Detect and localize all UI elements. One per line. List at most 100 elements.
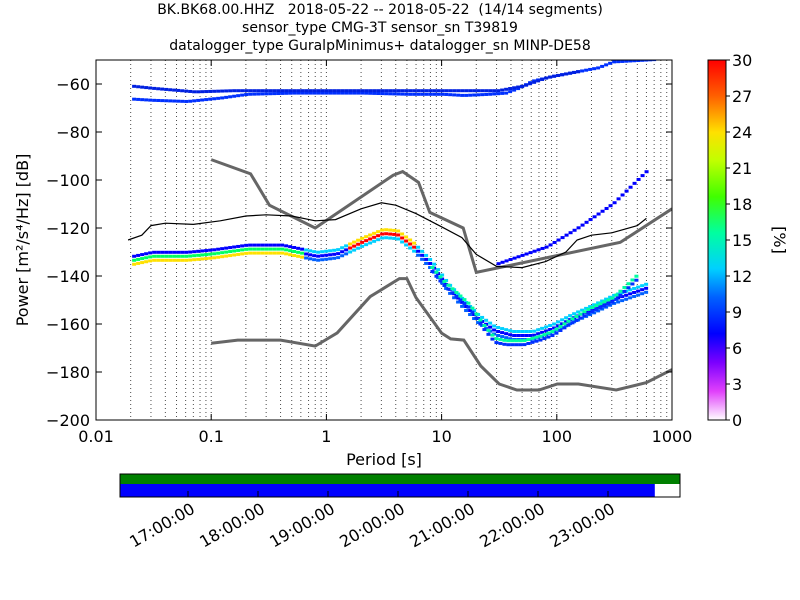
histogram-cell — [240, 248, 245, 252]
histogram-cell — [508, 258, 513, 262]
histogram-cell — [176, 250, 181, 254]
histogram-cell — [582, 310, 587, 314]
histogram-cell — [360, 240, 365, 244]
histogram-cell — [578, 312, 583, 316]
histogram-cell — [172, 254, 177, 258]
histogram-cell — [618, 289, 623, 293]
histogram-cell — [324, 249, 329, 253]
histogram-cell — [316, 91, 321, 95]
y-axis-label: Power [m²/s⁴/Hz] [dB] — [13, 154, 32, 327]
histogram-cell — [172, 250, 177, 254]
colorbar-label: [%] — [770, 226, 789, 254]
histogram-cell — [256, 243, 261, 247]
histogram-cell — [244, 251, 249, 255]
histogram-cell — [416, 92, 421, 96]
histogram-cell — [232, 89, 237, 93]
histogram-cell — [536, 332, 541, 336]
histogram-cell — [332, 248, 337, 252]
histogram-cell — [140, 253, 145, 257]
histogram-cell — [412, 241, 417, 245]
histogram-cell — [500, 335, 505, 339]
histogram-cell — [216, 247, 221, 251]
histogram-cell — [392, 236, 397, 240]
histogram-cell — [498, 337, 503, 341]
histogram-cell — [328, 249, 333, 253]
histogram-cell — [332, 252, 337, 256]
histogram-cell — [444, 286, 449, 290]
histogram-cell — [132, 97, 137, 101]
histogram-cell — [148, 255, 153, 259]
histogram-cell — [200, 249, 205, 253]
histogram-cell — [332, 91, 337, 95]
histogram-cell — [610, 300, 615, 304]
histogram-cell — [588, 67, 593, 71]
histogram-cell — [180, 89, 185, 93]
histogram-cell — [216, 96, 221, 100]
histogram-cell — [538, 338, 543, 342]
histogram-cell — [500, 88, 505, 92]
histogram-cell — [280, 247, 285, 251]
histogram-cell — [248, 92, 253, 96]
histogram-cell — [224, 89, 229, 93]
histogram-cell — [332, 89, 337, 93]
histogram-cell — [512, 330, 517, 333]
histogram-cell — [484, 318, 489, 322]
histogram-cell — [616, 300, 621, 304]
histogram-cell — [548, 328, 553, 332]
histogram-cell — [144, 256, 149, 260]
histogram-cell — [356, 89, 361, 93]
histogram-cell — [168, 254, 173, 258]
histogram-cell — [380, 228, 385, 232]
histogram-cell — [372, 91, 377, 95]
histogram-cell — [456, 300, 461, 304]
histogram-cell — [200, 257, 205, 261]
histogram-cell — [620, 60, 625, 63]
histogram-cell — [176, 88, 181, 92]
histogram-cell — [504, 259, 509, 263]
histogram-cell — [628, 185, 633, 189]
histogram-cell — [500, 331, 505, 335]
mean-curve — [127, 202, 647, 269]
histogram-cell — [132, 254, 137, 258]
histogram-cell — [596, 301, 601, 305]
histogram-cell — [488, 325, 493, 329]
histogram-cell — [212, 252, 217, 256]
histogram-cell — [196, 90, 201, 94]
histogram-cell — [160, 254, 165, 258]
histogram-cell — [600, 299, 605, 303]
histogram-cell — [508, 90, 513, 94]
histogram-cell — [620, 193, 625, 197]
histogram-cell — [464, 309, 469, 313]
histogram-cell — [472, 89, 477, 93]
histogram-cell — [554, 331, 559, 335]
histogram-cell — [152, 258, 157, 262]
histogram-cell — [522, 343, 527, 347]
time-tick-label: 21:00:00 — [406, 499, 478, 551]
histogram-cell — [236, 89, 241, 93]
histogram-cell — [184, 99, 189, 103]
histogram-cell — [550, 334, 555, 338]
histogram-cell — [308, 89, 313, 93]
histogram-cell — [514, 339, 519, 343]
y-tick-label: −160 — [46, 315, 90, 334]
colorbar-tick-label: 15 — [732, 231, 752, 250]
histogram-cell — [328, 253, 333, 257]
histogram-cell — [312, 250, 317, 254]
histogram-cell — [606, 298, 611, 302]
histogram-cell — [356, 242, 361, 246]
histogram-cell — [428, 89, 433, 93]
histogram-cell — [388, 92, 393, 96]
coverage-blue-bar — [120, 484, 655, 497]
histogram-cell — [494, 337, 499, 341]
histogram-cell — [524, 334, 529, 337]
histogram-cell — [496, 262, 501, 266]
histogram-cell — [620, 299, 625, 303]
histogram-cell — [432, 89, 437, 93]
histogram-cell — [468, 89, 473, 93]
histogram-cell — [352, 244, 357, 248]
histogram-cell — [212, 97, 217, 101]
histogram-cell — [510, 343, 515, 347]
histogram-cell — [574, 318, 579, 322]
histogram-cell — [376, 234, 381, 238]
